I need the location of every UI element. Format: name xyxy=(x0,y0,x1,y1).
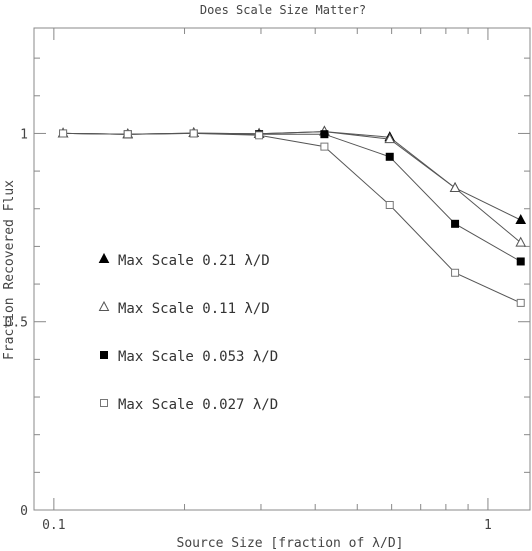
legend-marker xyxy=(100,399,108,407)
series-line xyxy=(63,132,521,262)
data-point xyxy=(123,130,132,139)
legend-item: Max Scale 0.053 λ/D xyxy=(100,349,278,365)
series-line xyxy=(63,132,521,304)
legend-label: Max Scale 0.053 λ/D xyxy=(118,349,278,365)
y-axis-label: Fraction Recovered Flux xyxy=(2,180,17,360)
data-point xyxy=(385,152,394,161)
series-3 xyxy=(59,129,525,266)
legend-marker xyxy=(100,351,108,359)
data-point xyxy=(384,133,396,144)
x-axis: 0.1 1 xyxy=(33,28,492,533)
legend-marker xyxy=(98,252,110,263)
legend-marker xyxy=(98,300,110,311)
legend: Max Scale 0.21 λ/D Max Scale 0.11 λ/D Max … xyxy=(98,252,278,413)
x-tick-label: 1 xyxy=(484,518,492,533)
x-tick-label: 0.1 xyxy=(42,518,65,533)
data-point xyxy=(189,129,198,138)
data-point xyxy=(515,213,527,225)
data-point xyxy=(451,268,460,277)
series-line xyxy=(63,131,521,221)
y-tick-label: 0.5 xyxy=(5,316,28,331)
chart-title: Does Scale Size Matter? xyxy=(200,3,366,17)
legend-item: Max Scale 0.11 λ/D xyxy=(98,300,270,317)
series-4 xyxy=(59,129,525,307)
data-point xyxy=(385,200,394,209)
x-axis-label: Source Size [fraction of λ/D] xyxy=(177,536,404,551)
series-2 xyxy=(57,125,527,247)
y-tick-label: 0 xyxy=(20,504,28,519)
data-point xyxy=(516,298,525,307)
data-point xyxy=(449,181,461,193)
data-point xyxy=(320,142,329,151)
data-point xyxy=(515,236,527,247)
y-tick-label: 1 xyxy=(20,127,28,142)
plot-frame xyxy=(33,27,531,511)
legend-item: Max Scale 0.21 λ/D xyxy=(98,252,270,269)
data-point xyxy=(320,130,329,139)
data-point xyxy=(59,129,68,138)
legend-label: Max Scale 0.027 λ/D xyxy=(118,397,278,413)
legend-label: Max Scale 0.11 λ/D xyxy=(118,301,270,317)
data-point xyxy=(255,131,264,140)
legend-item: Max Scale 0.027 λ/D xyxy=(100,397,278,413)
data-point xyxy=(451,219,460,228)
legend-label: Max Scale 0.21 λ/D xyxy=(118,253,270,269)
data-point xyxy=(516,257,525,266)
series-layer xyxy=(57,125,527,307)
y-axis: 00.51 xyxy=(5,57,530,519)
